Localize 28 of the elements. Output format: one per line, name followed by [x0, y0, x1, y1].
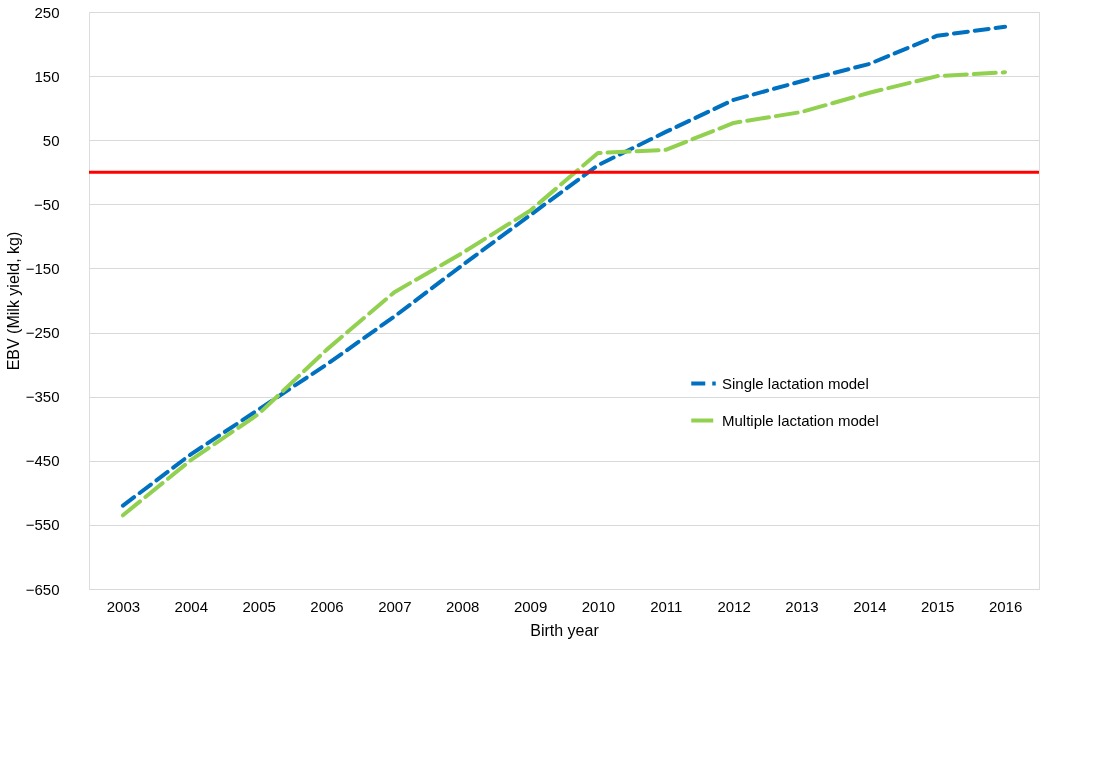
- y-axis-title: EBV (Milk yield, kg): [4, 231, 22, 371]
- x-tick-label: 2007: [378, 597, 412, 615]
- y-tick-label: −350: [25, 388, 60, 406]
- x-tick-label: 2016: [988, 597, 1023, 615]
- x-tick-label: 2004: [174, 597, 208, 615]
- x-tick-label: 2011: [650, 597, 683, 615]
- x-tick-label: 2010: [581, 597, 616, 615]
- y-tick-label: −550: [25, 516, 60, 534]
- x-tick-label: 2003: [106, 597, 141, 615]
- x-tick-label: 2006: [310, 597, 344, 615]
- x-tick-label: 2012: [717, 597, 751, 615]
- x-tick-label: 2005: [242, 597, 276, 615]
- x-tick-label: 2009: [513, 597, 548, 615]
- x-tick-label: 2013: [785, 597, 819, 615]
- legend-label: Multiple lactation model: [722, 411, 879, 429]
- y-tick-label: 50: [42, 131, 60, 149]
- y-tick-label: 250: [34, 3, 60, 21]
- x-axis-title: Birth year: [530, 621, 600, 639]
- x-tick-label: 2014: [853, 597, 887, 615]
- legend-label: Single lactation model: [722, 374, 869, 392]
- y-tick-label: −650: [25, 580, 60, 598]
- x-tick-label: 2015: [921, 597, 955, 615]
- y-tick-label: −450: [25, 452, 60, 470]
- y-tick-label: −250: [25, 324, 60, 342]
- y-tick-label: −150: [25, 259, 60, 277]
- x-tick-label: 2008: [446, 597, 480, 615]
- y-tick-label: −50: [34, 195, 60, 213]
- y-tick-label: 150: [34, 67, 60, 85]
